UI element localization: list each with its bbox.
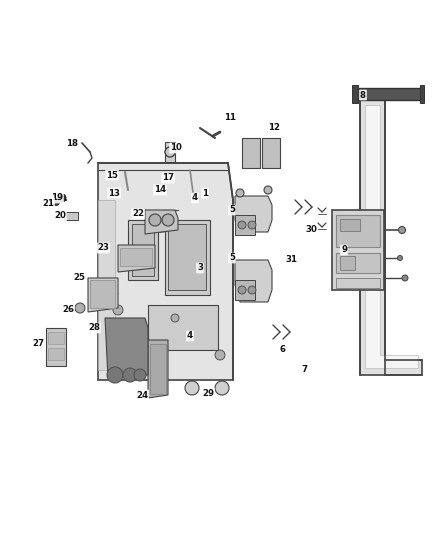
Bar: [64, 212, 78, 220]
Circle shape: [165, 147, 175, 157]
Text: 1: 1: [202, 189, 208, 198]
Bar: [332, 210, 384, 290]
Circle shape: [248, 286, 256, 294]
Text: 7: 7: [301, 366, 307, 375]
Bar: [420, 85, 424, 103]
Bar: [150, 344, 166, 394]
Polygon shape: [235, 260, 272, 302]
Text: 23: 23: [97, 244, 109, 253]
Polygon shape: [98, 200, 115, 370]
Bar: [168, 224, 206, 290]
Text: 22: 22: [132, 209, 144, 219]
Circle shape: [399, 227, 406, 233]
Text: 14: 14: [154, 185, 166, 195]
Circle shape: [58, 194, 66, 202]
Bar: [46, 328, 66, 366]
Bar: [165, 142, 175, 162]
Polygon shape: [88, 278, 118, 312]
Circle shape: [162, 214, 174, 226]
Text: 24: 24: [136, 391, 148, 400]
Text: 3: 3: [197, 263, 203, 272]
Circle shape: [248, 221, 256, 229]
Circle shape: [238, 221, 246, 229]
Bar: [262, 138, 280, 168]
Bar: [48, 332, 64, 344]
Circle shape: [134, 369, 146, 381]
Circle shape: [236, 189, 244, 197]
Polygon shape: [118, 245, 155, 272]
Text: 31: 31: [285, 255, 297, 264]
Bar: [336, 253, 380, 273]
Polygon shape: [360, 100, 422, 375]
Text: 28: 28: [88, 324, 100, 333]
Polygon shape: [235, 280, 255, 300]
Circle shape: [238, 286, 246, 294]
Circle shape: [264, 186, 272, 194]
Text: 11: 11: [224, 114, 236, 123]
Bar: [242, 138, 260, 168]
Circle shape: [107, 367, 123, 383]
Bar: [120, 248, 152, 266]
Bar: [340, 256, 355, 270]
Text: 21: 21: [42, 198, 54, 207]
Circle shape: [398, 255, 403, 261]
Bar: [148, 305, 218, 350]
Text: 18: 18: [66, 139, 78, 148]
Bar: [355, 88, 423, 100]
Polygon shape: [235, 196, 272, 232]
Text: 10: 10: [170, 143, 182, 152]
Circle shape: [171, 314, 179, 322]
Text: 5: 5: [229, 206, 235, 214]
Circle shape: [123, 368, 137, 382]
Text: 12: 12: [268, 124, 280, 133]
Circle shape: [149, 214, 161, 226]
Circle shape: [402, 275, 408, 281]
Text: 30: 30: [305, 225, 317, 235]
Polygon shape: [128, 220, 158, 280]
Text: 4: 4: [187, 332, 193, 341]
Polygon shape: [105, 318, 148, 378]
Text: 15: 15: [106, 171, 118, 180]
Polygon shape: [145, 210, 178, 234]
Polygon shape: [365, 105, 418, 368]
Text: 6: 6: [279, 345, 285, 354]
Text: 17: 17: [162, 174, 174, 182]
Bar: [90, 280, 115, 308]
Text: 9: 9: [341, 246, 347, 254]
Bar: [336, 215, 380, 247]
Circle shape: [53, 198, 60, 206]
Polygon shape: [148, 340, 168, 398]
Text: 26: 26: [62, 305, 74, 314]
Polygon shape: [235, 215, 255, 235]
Text: 8: 8: [360, 91, 366, 100]
Text: 25: 25: [73, 273, 85, 282]
Polygon shape: [98, 163, 233, 380]
Text: 27: 27: [32, 338, 44, 348]
Bar: [340, 219, 360, 231]
Text: 13: 13: [108, 189, 120, 198]
Bar: [352, 85, 358, 103]
Circle shape: [185, 381, 199, 395]
Text: 5: 5: [229, 254, 235, 262]
Text: 19: 19: [51, 193, 63, 203]
Text: 29: 29: [202, 389, 214, 398]
Circle shape: [215, 350, 225, 360]
Polygon shape: [165, 220, 210, 295]
Text: 20: 20: [54, 212, 66, 221]
Circle shape: [215, 381, 229, 395]
Bar: [132, 224, 154, 276]
Bar: [48, 348, 64, 360]
Bar: [336, 278, 380, 288]
Text: 4: 4: [192, 193, 198, 203]
Circle shape: [113, 305, 123, 315]
Circle shape: [75, 303, 85, 313]
